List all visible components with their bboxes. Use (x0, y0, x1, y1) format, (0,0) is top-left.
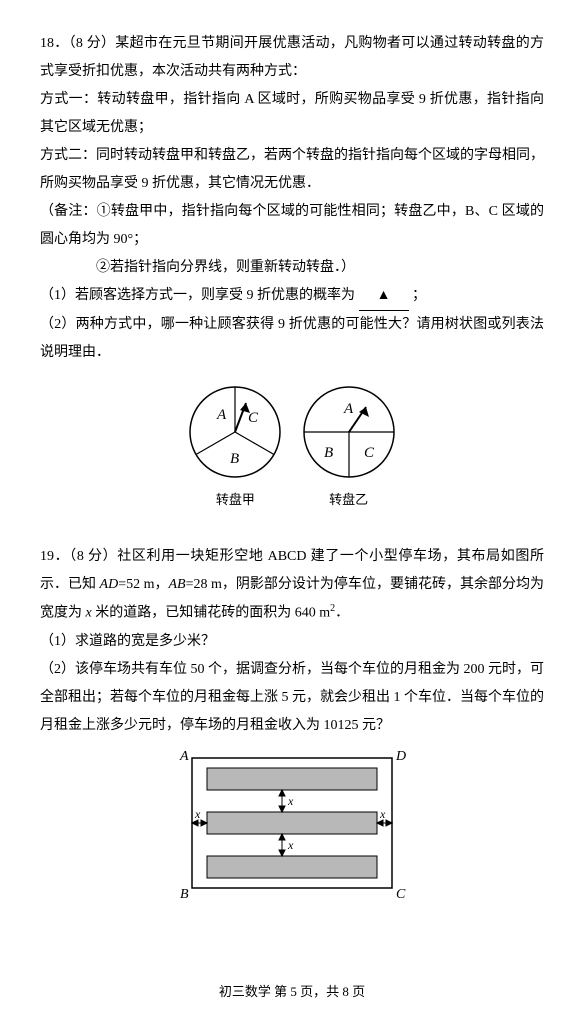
label-B: B (230, 451, 239, 467)
q18-part1: （1）若顾客选择方式一，则享受 9 折优惠的概率为 ▲ ； (40, 282, 544, 311)
page-footer: 初三数学 第 5 页，共 8 页 (40, 979, 544, 1005)
x-label-3: x (194, 807, 201, 821)
corner-B: B (180, 887, 189, 902)
x-label-2: x (287, 838, 294, 852)
caption-jia: 转盘甲 (180, 487, 290, 513)
spinner-jia-icon: A C B (180, 377, 290, 487)
parking-lot-icon: x x x x A D B C (162, 748, 422, 908)
q18-note1: （备注：①转盘甲中，指针指向每个区域的可能性相同；转盘乙中，B、C 区域的圆心角… (40, 198, 544, 254)
corner-A: A (179, 749, 189, 764)
corner-D: D (395, 749, 406, 764)
q18-mode1: 方式一：转动转盘甲，指针指向 A 区域时，所购买物品享受 9 折优惠，指针指向其… (40, 86, 544, 142)
q19-part2: （2）该停车场共有车位 50 个，据调查分析，当每个车位的月租金为 200 元时… (40, 656, 544, 740)
q18-header: 18．（8 分）某超市在元旦节期间开展优惠活动，凡购物者可以通过转动转盘的方式享… (40, 30, 544, 86)
label-C2: C (364, 445, 375, 461)
q18-figures: A C B A B C 转盘甲 转盘乙 (40, 377, 544, 513)
q18-blank: ▲ (359, 282, 409, 311)
label-B2: B (324, 445, 333, 461)
q18-p1a: （1）若顾客选择方式一，则享受 9 折优惠的概率为 (40, 288, 355, 303)
q18-note2: ②若指针指向分界线，则重新转动转盘．） (40, 254, 544, 282)
q19-header: 19．（8 分）社区利用一块矩形空地 ABCD 建了一个小型停车场，其布局如图所… (40, 543, 544, 628)
q18-part2: （2）两种方式中，哪一种让顾客获得 9 折优惠的可能性大？请用树状图或列表法说明… (40, 311, 544, 367)
q19-figure: x x x x A D B C (40, 748, 544, 919)
q18-mode2: 方式二：同时转动转盘甲和转盘乙，若两个转盘的指针指向每个区域的字母相同，所购买物… (40, 142, 544, 198)
x-label-4: x (379, 807, 386, 821)
corner-C: C (396, 887, 406, 902)
x-label-1: x (287, 794, 294, 808)
label-A: A (216, 407, 227, 423)
caption-yi: 转盘乙 (294, 487, 404, 513)
q18-p1b: ； (412, 288, 426, 303)
label-A2: A (343, 401, 354, 417)
q19-part1: （1）求道路的宽是多少米？ (40, 628, 544, 656)
spinner-yi-icon: A B C (294, 377, 404, 487)
